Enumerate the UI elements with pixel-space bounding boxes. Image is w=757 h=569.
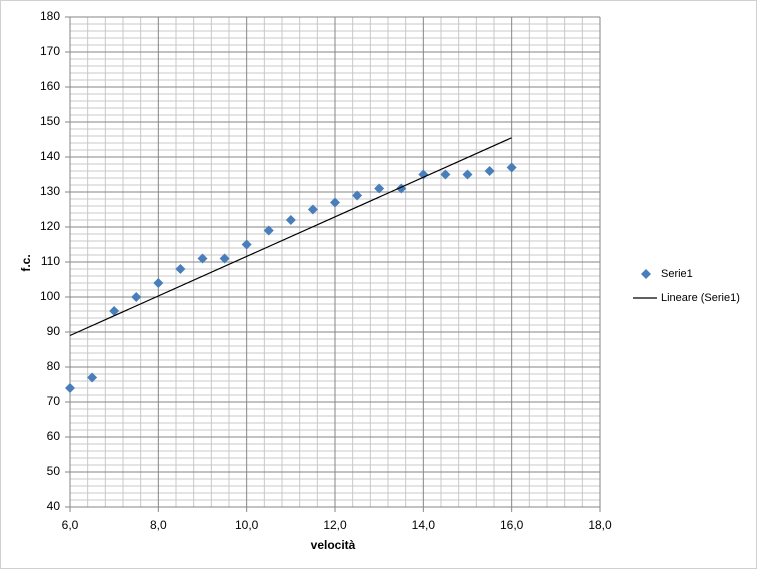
y-tick-label: 50 [47, 464, 61, 478]
x-tick-label: 6,0 [62, 518, 79, 532]
y-tick-label: 90 [47, 324, 61, 338]
y-tick-label: 170 [40, 44, 60, 58]
y-tick-label: 80 [47, 359, 61, 373]
point [197, 253, 208, 264]
y-tick-label: 100 [40, 289, 60, 303]
y-tick-label: 60 [47, 429, 61, 443]
point [352, 190, 363, 201]
legend-marker [641, 269, 651, 279]
point [241, 239, 252, 250]
point [109, 306, 120, 316]
point [330, 197, 340, 208]
point [462, 169, 473, 180]
y-tick-label: 180 [40, 9, 60, 23]
y-tick-label: 130 [40, 184, 60, 198]
point [131, 292, 142, 302]
y-tick-label: 150 [40, 114, 60, 128]
point [263, 225, 274, 236]
point [418, 169, 429, 180]
y-axis-title: f.c. [19, 254, 33, 271]
point [440, 169, 451, 180]
x-tick-label: 10,0 [235, 518, 259, 532]
y-tick-label: 110 [41, 254, 60, 268]
point [65, 383, 75, 393]
legend-label: Lineare (Serie1) [661, 292, 740, 304]
x-tick-label: 12,0 [323, 518, 347, 532]
y-tick-label: 70 [47, 394, 61, 408]
point [307, 204, 318, 215]
y-tick-label: 140 [40, 149, 60, 163]
point [285, 215, 296, 225]
y-tick-label: 120 [40, 219, 60, 233]
x-tick-label: 8,0 [150, 518, 167, 532]
y-tick-label: 40 [47, 499, 61, 513]
point [374, 183, 385, 194]
trendline [69, 137, 512, 337]
y-tick-label: 160 [40, 79, 60, 93]
point [153, 278, 164, 288]
point [219, 253, 230, 264]
point [506, 162, 517, 173]
x-tick-label: 16,0 [500, 518, 524, 532]
point [484, 166, 495, 176]
x-tick-label: 14,0 [412, 518, 436, 532]
point [175, 264, 186, 274]
x-axis-title: velocità [311, 538, 356, 552]
point [87, 372, 98, 383]
x-tick-label: 18,0 [588, 518, 612, 532]
legend-label: Serie1 [661, 268, 693, 280]
